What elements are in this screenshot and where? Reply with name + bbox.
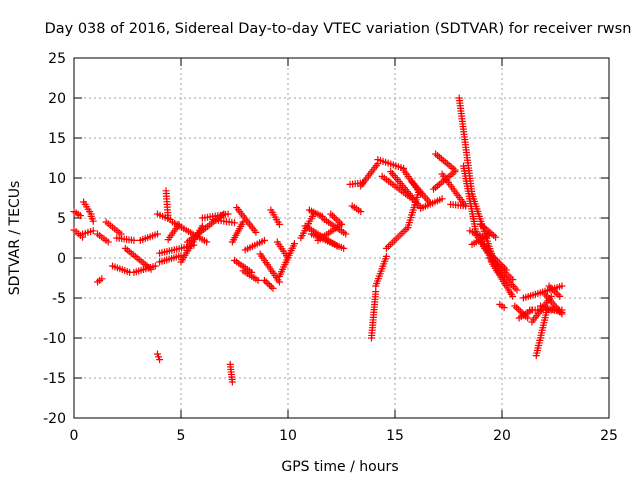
data-point [327, 210, 335, 218]
y-axis-label: SDTVAR / TECUs [7, 181, 23, 296]
data-point [513, 304, 521, 312]
data-point [104, 238, 112, 246]
chart-title: Day 038 of 2016, Sidereal Day-to-day VTE… [45, 21, 632, 37]
data-point [266, 281, 274, 289]
x-tick-label: 5 [177, 428, 186, 444]
data-point [342, 230, 350, 238]
x-tick-label: 0 [70, 428, 79, 444]
plot-frame [73, 57, 610, 419]
y-tick-label: 0 [57, 251, 66, 267]
data-points [70, 94, 566, 386]
data-point [89, 217, 97, 225]
y-tick-label: 20 [48, 91, 66, 107]
data-point [203, 238, 211, 246]
data-point [492, 233, 500, 241]
data-point [252, 228, 260, 236]
data-point [254, 276, 262, 284]
data-point [290, 240, 298, 248]
grid [74, 58, 609, 418]
x-tick-label: 10 [279, 428, 297, 444]
data-point [130, 236, 138, 244]
data-point [513, 286, 521, 294]
data-point [509, 282, 517, 290]
data-point [262, 278, 270, 286]
data-point [332, 215, 340, 223]
data-point [76, 212, 84, 220]
x-axis-label: GPS time / hours [281, 459, 398, 475]
data-point [558, 282, 566, 290]
data-point [264, 280, 272, 288]
data-point [340, 244, 348, 252]
data-point [338, 220, 345, 228]
data-point [382, 252, 390, 260]
data-point [451, 166, 459, 174]
y-tick-label: 10 [48, 171, 66, 187]
y-tick-label: -15 [43, 371, 66, 387]
data-point [228, 378, 236, 386]
data-point [275, 220, 283, 228]
data-point [269, 284, 277, 292]
y-tick-label: -5 [52, 291, 66, 307]
y-axis: -20 -15 -10 -5 0 5 10 15 20 25 [43, 51, 609, 427]
data-point [231, 219, 238, 227]
data-point [554, 291, 562, 299]
data-point [330, 213, 338, 221]
data-point [117, 230, 125, 238]
data-point [558, 310, 566, 318]
y-tick-label: 15 [48, 131, 66, 147]
data-point [156, 356, 164, 364]
y-tick-label: -10 [43, 331, 66, 347]
data-point [151, 262, 159, 270]
y-tick-label: 25 [48, 51, 66, 67]
data-point [260, 276, 268, 284]
data-point [500, 304, 508, 312]
x-tick-label: 25 [600, 428, 618, 444]
data-point [153, 230, 161, 238]
data-point [98, 275, 106, 283]
y-tick-label: -20 [43, 411, 66, 427]
x-axis: 0 5 10 15 20 25 [70, 58, 618, 444]
data-point [552, 289, 560, 297]
data-point [267, 283, 275, 291]
data-point [438, 195, 446, 203]
data-point [260, 236, 268, 244]
data-point [509, 292, 517, 300]
data-point [89, 227, 97, 235]
data-point [164, 214, 172, 222]
data-point [511, 302, 519, 310]
data-point [357, 208, 365, 216]
x-tick-label: 20 [493, 428, 511, 444]
data-point [511, 284, 519, 292]
data-point [556, 292, 564, 300]
x-tick-label: 15 [386, 428, 404, 444]
data-point [224, 210, 232, 218]
data-point [515, 305, 523, 313]
y-tick-label: 5 [57, 211, 66, 227]
